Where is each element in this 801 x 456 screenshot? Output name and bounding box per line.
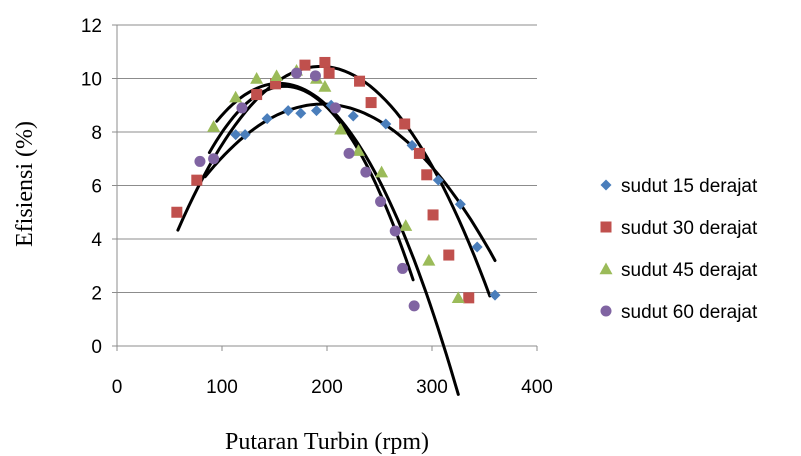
data-point [375,165,389,178]
data-point [334,122,348,135]
y-tick-label: 12 [81,16,102,37]
data-point [208,153,220,165]
legend-label: sudut 60 derajat [621,302,758,323]
data-point [239,129,251,141]
x-tick-label: 100 [206,377,238,398]
data-point [318,80,332,92]
data-point [191,174,203,186]
data-point [309,70,321,82]
data-point [422,253,436,266]
data-point [454,198,466,210]
legend-label: sudut 45 derajat [621,260,758,281]
data-point [463,292,475,304]
data-point [343,147,355,159]
data-point [432,174,444,186]
data-point [399,219,413,231]
data-point [311,105,322,117]
trendline [207,84,415,282]
data-point [360,166,372,178]
y-axis-title: Efisiensi (%) [12,121,38,247]
y-tick-label: 2 [91,284,102,305]
y-tick-label: 4 [91,230,102,251]
y-tick-label: 0 [91,337,102,358]
legend-marker [600,305,612,317]
data-point [421,169,433,181]
data-point [295,107,307,119]
data-point [352,144,365,156]
data-point [408,300,420,312]
data-point [250,72,264,84]
data-point [365,97,377,109]
legend-marker [600,179,612,191]
data-point [413,147,425,159]
data-point [354,75,366,87]
data-point [319,56,331,68]
data-point [471,241,483,253]
data-point [291,67,303,79]
data-point [299,59,311,71]
data-point [427,209,439,221]
y-tick-label: 8 [91,123,102,144]
data-point [329,102,341,114]
x-axis-title: Putaran Turbin (rpm) [225,429,429,455]
data-point [230,129,242,141]
trendline [215,81,460,396]
data-point [251,89,263,101]
data-point [261,113,273,125]
data-point [270,78,282,90]
data-point [380,118,392,130]
data-point [207,120,221,132]
data-point [270,69,284,82]
x-tick-label: 400 [521,377,553,398]
data-points [171,56,501,312]
x-tick-label: 200 [311,377,343,398]
data-point [229,90,243,103]
data-point [194,155,206,167]
data-point [399,118,411,130]
data-point [347,110,359,122]
x-tick-labels: 0 100 200 300 400 [112,377,553,398]
legend: sudut 15 derajat sudut 30 derajat sudut 45… [599,176,758,323]
x-tick-label: 300 [416,377,448,398]
legend-marker [600,221,612,233]
data-point [489,289,501,301]
data-point [397,262,409,274]
data-point [236,102,248,114]
x-tick-label: 0 [112,377,123,398]
y-tick-label: 10 [81,70,102,91]
data-point [282,105,294,117]
y-tick-label: 6 [91,177,102,198]
legend-marker [599,262,613,275]
legend-label: sudut 30 derajat [621,218,758,239]
axes [112,24,538,351]
y-tick-labels: 0 2 4 6 8 10 12 [81,16,103,358]
legend-label: sudut 15 derajat [621,176,758,197]
data-point [375,196,387,208]
data-point [171,206,183,218]
data-point [443,249,455,261]
data-point [451,291,465,304]
data-point [323,67,335,79]
trendlines [176,65,497,396]
trendline [203,102,497,262]
data-point [389,225,401,237]
